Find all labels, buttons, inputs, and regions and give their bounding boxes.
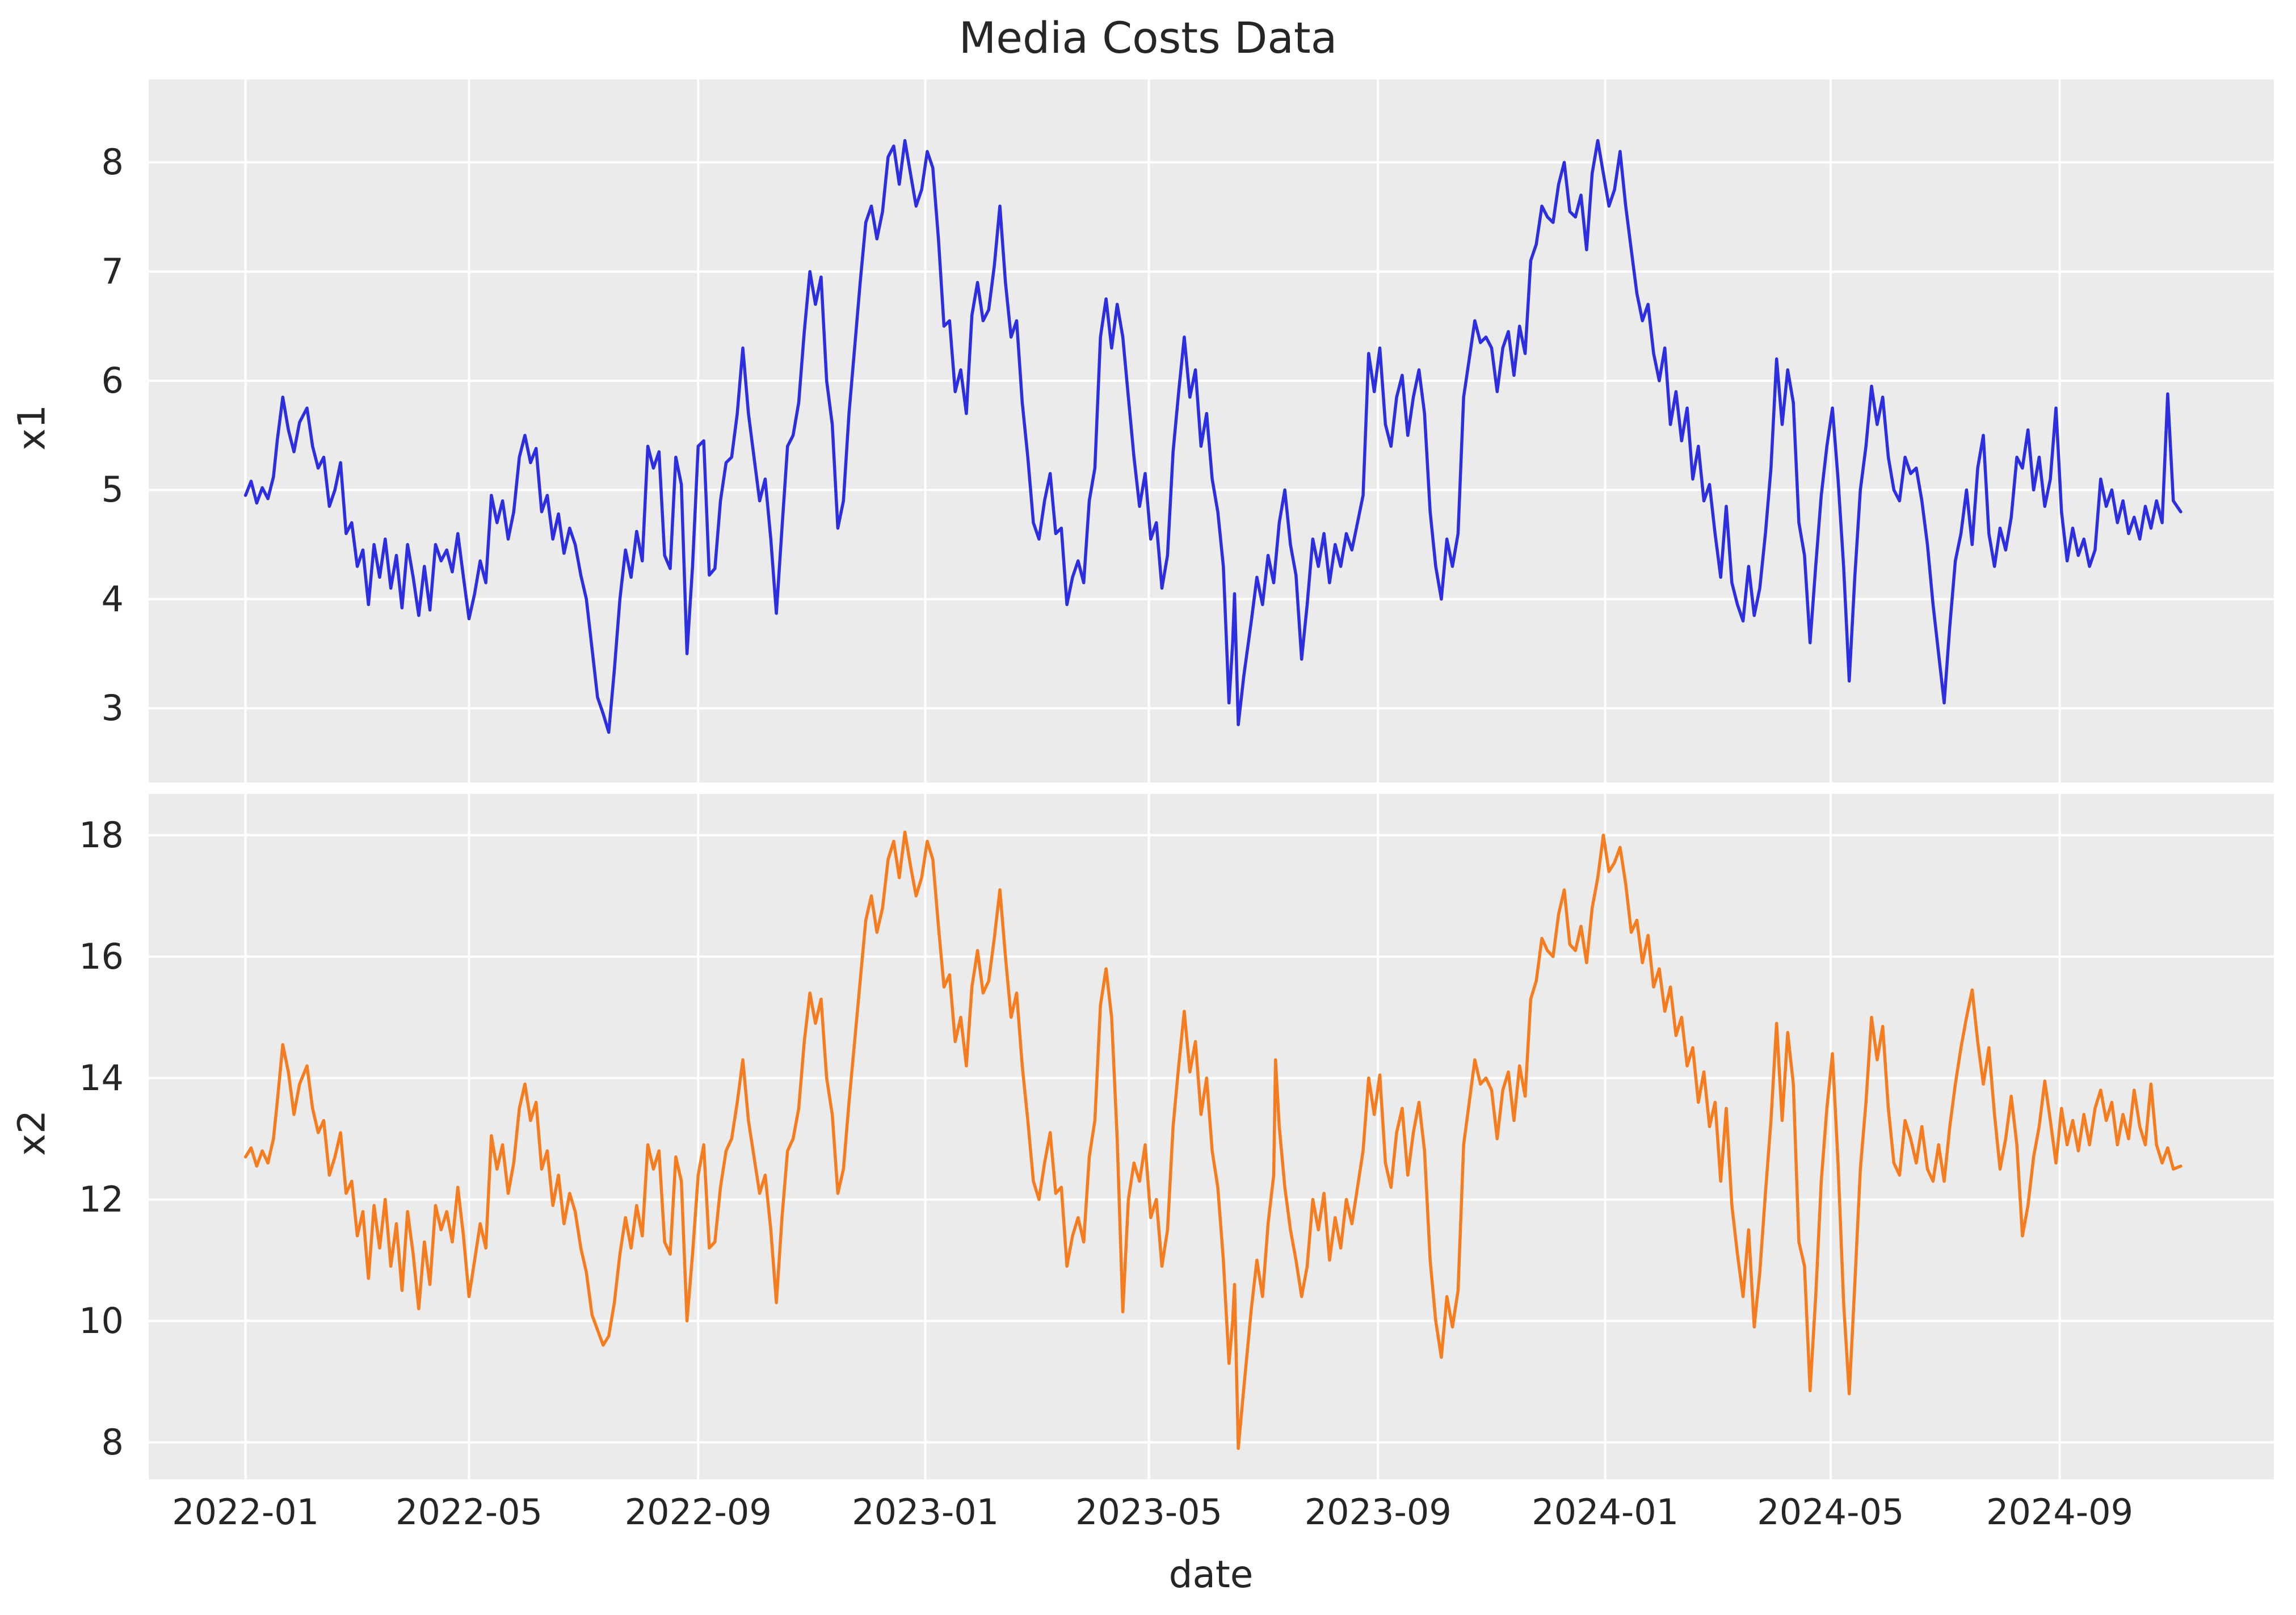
y-tick-label: 8 [101, 1421, 124, 1463]
subplot-x2-canvas [149, 794, 2274, 1479]
x-tick-label: 2022-09 [624, 1491, 772, 1533]
x-tick-label: 2024-09 [1986, 1491, 2134, 1533]
chart-title: Media Costs Data [958, 12, 1338, 63]
subplot-x2-plot-area [149, 794, 2274, 1479]
y-tick-label: 8 [101, 141, 124, 183]
x-tick-label: 2024-05 [1757, 1491, 1904, 1533]
line-x2 [243, 830, 2183, 1450]
line-x1 [243, 138, 2183, 734]
x-tick-label: 2023-09 [1304, 1491, 1452, 1533]
y-tick-label: 16 [79, 935, 124, 977]
y-tick-label: 4 [101, 578, 124, 620]
x-axis-label: date [1168, 1553, 1254, 1596]
subplot-x1-canvas [149, 79, 2274, 783]
x-tick-label: 2023-01 [852, 1491, 999, 1533]
subplot-x1-plot-area [149, 79, 2274, 783]
y-tick-label: 3 [101, 687, 124, 729]
x-tick-label: 2022-01 [172, 1491, 319, 1533]
y-tick-label: 10 [79, 1299, 124, 1341]
y-axis-label-x2: x2 [10, 1109, 54, 1156]
y-tick-label: 12 [79, 1178, 124, 1220]
x-tick-label: 2023-05 [1075, 1491, 1223, 1533]
y-axis-label-x1: x1 [10, 404, 54, 451]
y-tick-label: 14 [79, 1057, 124, 1099]
x-tick-label: 2024-01 [1532, 1491, 1679, 1533]
y-tick-label: 18 [79, 814, 124, 856]
y-tick-label: 6 [101, 360, 124, 401]
y-tick-label: 5 [101, 469, 124, 511]
y-tick-label: 7 [101, 250, 124, 292]
x-tick-label: 2022-05 [396, 1491, 543, 1533]
